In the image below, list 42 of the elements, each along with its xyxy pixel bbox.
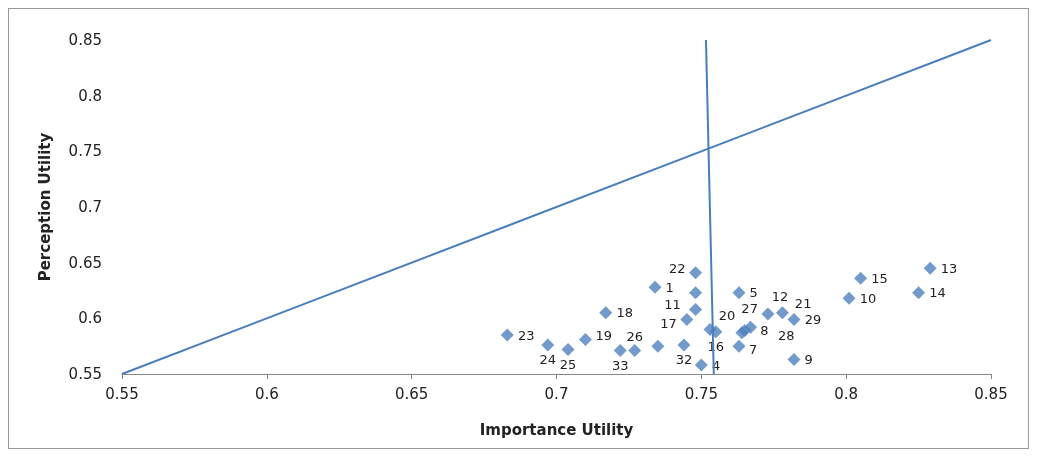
x-tick-label: 0.6 [254,384,279,403]
annotation: 17 [660,315,677,331]
annotation: 23 [517,327,535,343]
annotation: 28 [777,328,795,344]
annotation: 12 [771,289,789,305]
annotation: 5 [749,285,758,301]
annotation: 7 [749,342,758,358]
x-tick-label: 0.8 [834,384,859,403]
y-tick-label: 0.7 [78,198,102,216]
annotation: 14 [929,285,946,301]
y-tick-label: 0.65 [68,253,102,272]
y-axis-title: Perception Utility [35,132,54,282]
x-tick-label: 0.7 [544,384,569,403]
annotation: 11 [664,296,681,312]
y-tick-label: 0.8 [78,86,102,105]
annotation: 10 [859,290,877,306]
y-tick-label: 0.6 [78,309,102,328]
y-tick-label: 0.55 [68,365,102,383]
x-axis-title: Importance Utility [479,420,634,439]
annotation: 13 [940,260,958,276]
annotation: 21 [794,295,812,311]
annotation: 27 [741,300,758,316]
annotation: 29 [804,311,822,327]
x-tick-label: 0.75 [684,384,719,403]
annotation: 1 [665,279,674,295]
annotation: 24 [539,352,557,368]
annotation: 25 [559,356,577,372]
y-tick-label: 0.75 [68,142,102,161]
x-tick-label: 0.55 [105,384,139,403]
annotation: 22 [669,261,686,277]
annotation: 18 [616,305,633,321]
annotation: 26 [626,328,643,344]
annotation: 15 [871,270,888,286]
annotation: 9 [804,352,813,368]
annotation: 32 [675,352,693,368]
annotation: 33 [611,357,629,373]
x-tick-label: 0.85 [974,384,1008,403]
x-tick-label: 0.65 [394,384,429,403]
annotation: 8 [760,323,769,339]
annotation: 19 [595,328,612,344]
y-tick-label: 0.85 [68,31,102,49]
annotation: 20 [718,308,736,324]
